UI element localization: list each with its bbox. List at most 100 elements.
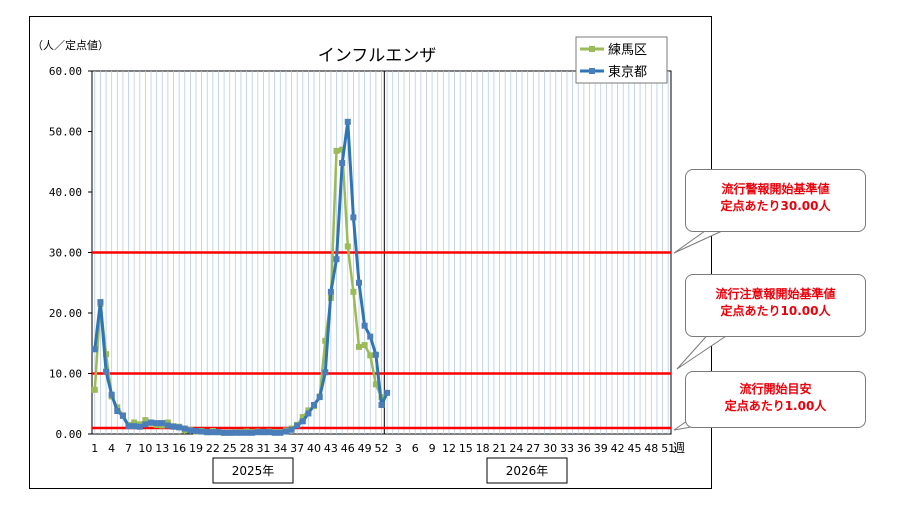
callout-warning-threshold: 流行警報開始基準値 定点あたり30.00人 <box>685 169 866 232</box>
x-tick-label: 13 <box>155 442 169 455</box>
series-point <box>372 351 379 358</box>
x-tick-label: 28 <box>240 442 254 455</box>
callout-onset-line2: 定点あたり1.00人 <box>724 399 827 413</box>
x-tick-label: 51 <box>661 442 675 455</box>
series-point <box>356 279 363 286</box>
x-tick-label: 49 <box>358 442 372 455</box>
series-point <box>148 419 155 426</box>
series-point <box>187 427 194 434</box>
x-tick-label: 4 <box>108 442 115 455</box>
y-tick-label: 30.00 <box>49 247 82 260</box>
legend-box <box>575 36 668 84</box>
series-point <box>260 429 267 436</box>
y-tick-label: 10.00 <box>49 368 82 381</box>
x-tick-label: 45 <box>627 442 641 455</box>
series-point <box>209 429 216 436</box>
series-point <box>316 394 323 401</box>
series-point <box>271 429 278 436</box>
series-point <box>299 414 306 421</box>
x-tick-label: 33 <box>560 442 574 455</box>
callout-caution-threshold: 流行注意報開始基準値 定点あたり10.00人 <box>685 274 866 337</box>
series-point <box>181 425 188 432</box>
callout-caution-line2: 定点あたり10.00人 <box>720 304 831 318</box>
series-point <box>237 429 244 436</box>
series-point <box>333 256 340 263</box>
x-tick-label: 31 <box>256 442 270 455</box>
year-label-box-2026 <box>486 457 568 484</box>
series-point <box>249 429 256 436</box>
callout-caution-line1: 流行注意報開始基準値 <box>715 287 836 301</box>
x-tick-label: 19 <box>189 442 203 455</box>
series-point <box>159 420 166 427</box>
x-tick-label: 7 <box>125 442 132 455</box>
x-tick-label: 9 <box>429 442 436 455</box>
series-point <box>142 417 149 424</box>
series-point <box>136 423 143 430</box>
year-label-2025: 2025年 <box>232 464 275 478</box>
series-point <box>125 423 132 430</box>
chart-frame: インフルエンザ （人／定点値） 週 0.00 10.00 20.00 30.00 40.… <box>29 16 712 489</box>
x-tick-label: 36 <box>577 442 591 455</box>
x-tick-label: 30 <box>543 442 557 455</box>
series-point <box>164 419 171 426</box>
series-point <box>311 401 318 408</box>
series-point <box>356 343 363 350</box>
series-point <box>176 424 183 431</box>
series-point <box>322 337 329 344</box>
x-tick-label: 34 <box>273 442 287 455</box>
series-point <box>108 391 115 398</box>
series-point <box>131 419 138 426</box>
chart-svg: インフルエンザ （人／定点値） 週 0.00 10.00 20.00 30.00 40.… <box>32 36 685 484</box>
x-tick-label: 16 <box>172 442 186 455</box>
series-point <box>119 412 126 419</box>
series-point <box>164 422 171 429</box>
x-tick-label: 48 <box>644 442 658 455</box>
series-point <box>204 429 211 436</box>
series-point <box>142 421 149 428</box>
legend-marker-nerima <box>589 46 595 52</box>
series-point <box>378 401 385 408</box>
x-tick-label: 37 <box>290 442 304 455</box>
series-point <box>103 368 110 375</box>
year-label-2026: 2026年 <box>506 464 549 478</box>
y-tick-label: 20.00 <box>49 307 82 320</box>
x-tick-label: 21 <box>493 442 507 455</box>
series-point <box>97 299 104 306</box>
series-point <box>322 369 329 376</box>
series-point <box>282 428 289 435</box>
series-point <box>215 429 222 436</box>
series-point <box>226 429 233 436</box>
x-tick-label: 3 <box>395 442 402 455</box>
x-tick-label: 52 <box>375 442 389 455</box>
x-tick-label: 42 <box>611 442 625 455</box>
x-tick-label: 18 <box>476 442 490 455</box>
x-tick-label: 12 <box>442 442 456 455</box>
series-point <box>192 427 199 434</box>
series-point <box>367 352 374 359</box>
series-point <box>305 407 312 414</box>
y-tick-label: 60.00 <box>49 65 82 78</box>
y-tick-label: 50.00 <box>49 126 82 139</box>
series-point <box>277 429 284 436</box>
x-tick-label: 43 <box>324 442 338 455</box>
x-tick-label: 22 <box>206 442 220 455</box>
series-point <box>198 428 205 435</box>
legend-label-nerima: 練馬区 <box>608 43 647 58</box>
callout-warning-line2: 定点あたり30.00人 <box>720 199 831 213</box>
series-point <box>254 429 261 436</box>
series-point <box>232 429 239 436</box>
series-point <box>299 418 306 425</box>
series-point <box>131 423 138 430</box>
series-point <box>367 333 374 340</box>
x-tick-label: 24 <box>509 442 523 455</box>
series-point <box>221 429 228 436</box>
series-point <box>170 423 177 430</box>
series-point <box>266 429 273 436</box>
series-point <box>333 147 340 154</box>
series-point <box>288 426 295 433</box>
x-tick-label: 25 <box>223 442 237 455</box>
series-point <box>327 288 334 295</box>
chart-title: インフルエンザ <box>318 46 437 66</box>
series-point <box>350 214 357 221</box>
series-point <box>305 410 312 417</box>
